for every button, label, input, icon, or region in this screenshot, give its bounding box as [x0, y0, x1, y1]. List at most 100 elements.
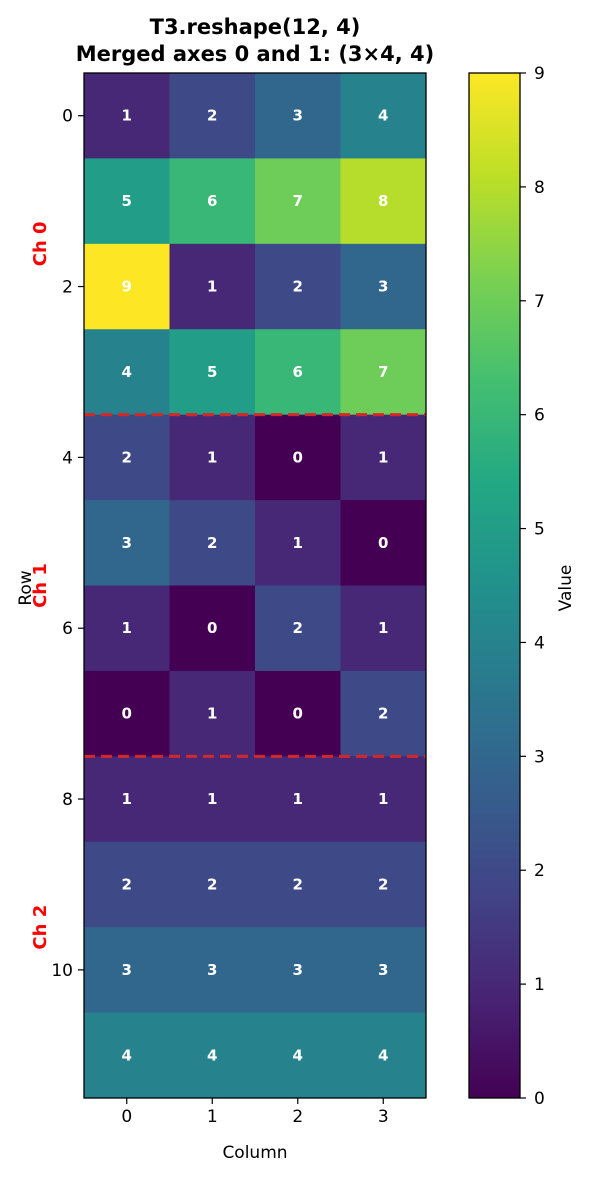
cell-value-label: 2 [293, 619, 303, 637]
colorbar-tick-label: 1 [534, 975, 545, 995]
cell-value-label: 0 [293, 448, 303, 466]
heatmap-cell [84, 756, 170, 843]
heatmap-cell [84, 243, 170, 330]
colorbar-tick-label: 0 [534, 1089, 545, 1109]
cell-value-label: 4 [122, 1046, 132, 1064]
heatmap-cell [255, 329, 341, 416]
cell-value-label: 2 [293, 875, 303, 893]
heatmap-cell [255, 414, 341, 501]
cell-value-label: 1 [207, 705, 217, 723]
y-tick-label: 4 [62, 448, 73, 468]
cell-value-label: 1 [378, 619, 388, 637]
cell-value-label: 0 [293, 705, 303, 723]
cell-value-label: 1 [378, 448, 388, 466]
y-axis-ticks: 0 2 4 6 8 10 [51, 107, 84, 981]
cell-value-label: 3 [378, 961, 388, 979]
cell-value-label: 1 [122, 107, 132, 125]
heatmap-cell [84, 1012, 170, 1099]
heatmap-cell [84, 670, 170, 757]
heatmap-cell [340, 73, 427, 159]
heatmap-cell [340, 585, 427, 672]
cell-value-label: 3 [122, 534, 132, 552]
heatmap-cell [255, 756, 341, 843]
cell-value-label: 3 [122, 961, 132, 979]
cell-value-label: 9 [122, 278, 132, 296]
heatmap-cell [169, 243, 256, 330]
cell-value-label: 2 [207, 534, 217, 552]
cell-value-label: 1 [122, 619, 132, 637]
cell-value-label: 6 [293, 363, 303, 381]
colorbar-tick-label: 8 [534, 178, 545, 198]
heatmap-cell [255, 927, 341, 1014]
y-tick-label: 2 [62, 278, 73, 298]
heatmap-cell [255, 500, 341, 586]
x-axis-label: Column [222, 1143, 287, 1163]
colorbar-tick-label: 4 [534, 633, 545, 653]
cell-value-label: 2 [378, 705, 388, 723]
heatmap-cell [84, 329, 170, 416]
heatmap-cell [340, 1012, 427, 1099]
heatmap-cell [169, 927, 256, 1014]
cell-value-label: 3 [207, 961, 217, 979]
heatmap-cell [84, 585, 170, 672]
heatmap-cell [169, 329, 256, 416]
heatmap-cell [255, 243, 341, 330]
cell-value-label: 5 [122, 192, 132, 210]
heatmap-cell [84, 927, 170, 1014]
group-separators [84, 413, 426, 758]
cell-value-label: 1 [378, 790, 388, 808]
cell-value-label: 2 [378, 875, 388, 893]
heatmap-cell [169, 158, 256, 245]
y-tick-label: 10 [51, 961, 73, 981]
cell-value-label: 4 [378, 107, 388, 125]
colorbar [468, 72, 521, 1099]
heatmap-cell [255, 670, 341, 757]
cell-value-label: 2 [207, 875, 217, 893]
cell-value-label: 4 [378, 1046, 388, 1064]
cell-value-label: 4 [293, 1046, 303, 1064]
chart-title: T3.reshape(12, 4) [150, 15, 361, 39]
cell-value-label: 1 [293, 534, 303, 552]
x-tick-label: 2 [292, 1107, 303, 1127]
cell-value-label: 1 [207, 448, 217, 466]
heatmap-cell [169, 414, 256, 501]
chart-subtitle: Merged axes 0 and 1: (3×4, 4) [76, 42, 435, 66]
cell-value-label: 7 [293, 192, 303, 210]
colorbar-ticks: 0 1 2 3 4 5 6 7 8 9 [520, 64, 545, 1109]
group-label: Ch 0 [30, 221, 51, 266]
cell-value-label: 2 [122, 875, 132, 893]
cell-value-label: 1 [207, 278, 217, 296]
heatmap-cell [169, 1012, 256, 1099]
group-label: Ch 1 [30, 563, 51, 608]
cell-value-label: 1 [207, 790, 217, 808]
colorbar-tick-label: 5 [534, 520, 545, 540]
cell-value-label: 4 [122, 363, 132, 381]
y-tick-label: 8 [62, 790, 73, 810]
colorbar-tick-label: 9 [534, 64, 545, 84]
cell-value-label: 8 [378, 192, 388, 210]
heatmap-cell [169, 756, 256, 843]
cell-value-label: 3 [293, 107, 303, 125]
group-label: Ch 2 [30, 905, 51, 950]
colorbar-label: Value [556, 565, 576, 612]
heatmap-cell [169, 500, 256, 586]
x-tick-label: 0 [121, 1107, 132, 1127]
heatmap-cell [340, 756, 427, 843]
colorbar-tick-label: 3 [534, 747, 545, 767]
heatmap-cell [340, 500, 427, 586]
x-tick-label: 1 [207, 1107, 218, 1127]
heatmap-cell [340, 158, 427, 245]
heatmap-cell [169, 841, 256, 928]
heatmap-cell [340, 414, 427, 501]
heatmap-cell [84, 158, 170, 245]
heatmap-cell [340, 670, 427, 757]
heatmap-cell [255, 158, 341, 245]
heatmap-cell [340, 329, 427, 416]
y-tick-label: 6 [62, 619, 73, 639]
colorbar-tick-label: 6 [534, 406, 545, 426]
heatmap-cell [84, 414, 170, 501]
y-tick-label: 0 [62, 107, 73, 127]
heatmap-cell [255, 73, 341, 159]
cell-value-label: 2 [293, 278, 303, 296]
